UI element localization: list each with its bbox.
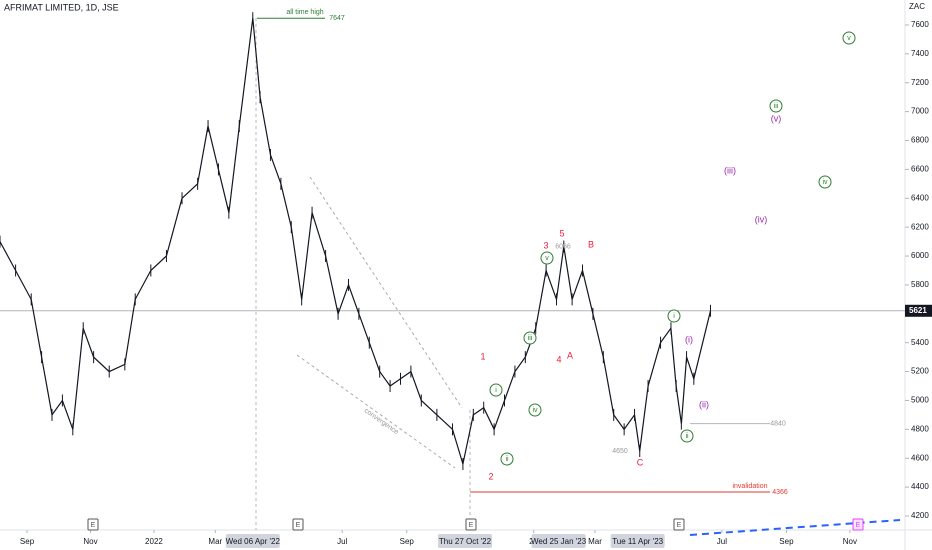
event-marker <box>673 518 685 531</box>
x-tick-label: Sep <box>20 537 35 546</box>
y-tick-label: 5000 <box>911 396 929 405</box>
currency-label: ZAC <box>909 2 925 11</box>
event-label: E <box>296 522 301 529</box>
price-note: 6066 <box>555 243 571 250</box>
y-tick-label: 4600 <box>911 453 929 462</box>
y-tick-label: 5400 <box>911 338 929 347</box>
wave-label: iv <box>822 179 828 186</box>
y-tick-label: 6000 <box>911 251 929 260</box>
y-tick-label: 6800 <box>911 136 929 145</box>
x-tick-label: Mar <box>588 537 602 546</box>
wave-label: ii <box>685 433 689 440</box>
y-tick-label: 6400 <box>911 193 929 202</box>
event-label: E <box>91 522 96 529</box>
x-tick-highlight <box>437 534 492 548</box>
wave-label: A <box>567 350 573 360</box>
wave-label: B <box>588 239 594 249</box>
wave-circle <box>818 175 832 189</box>
y-tick-label: 6200 <box>911 222 929 231</box>
x-tick-label: Thu 27 Oct '22 <box>439 537 492 546</box>
level-label: invalidation <box>732 483 767 490</box>
x-tick-label: Nov <box>83 537 97 546</box>
wave-circle <box>842 31 856 45</box>
wave-label: (i) <box>685 334 693 344</box>
wave-label: (ii) <box>699 399 709 409</box>
level-value: 7647 <box>329 15 345 22</box>
event-marker <box>292 518 304 531</box>
wave-circle <box>528 403 542 417</box>
wave-circle <box>500 452 514 466</box>
current-price-box <box>905 304 932 317</box>
x-tick-label: Tue 11 Apr '23 <box>612 537 663 546</box>
x-tick-highlight <box>610 534 665 548</box>
y-tick-label: 7200 <box>911 78 929 87</box>
level-label: all time high <box>286 9 323 16</box>
wave-label: iii <box>774 103 779 110</box>
level-value: 4366 <box>772 489 788 496</box>
wave-circle <box>680 429 694 443</box>
y-tick-label: 5800 <box>911 280 929 289</box>
wave-circle <box>523 331 537 345</box>
chart-title: AFRIMAT LIMITED, 1D, JSE <box>4 2 119 12</box>
wave-label: (iv) <box>755 214 768 224</box>
y-tick-label: 4400 <box>911 482 929 491</box>
wave-label: v <box>847 35 851 42</box>
y-tick-label: 5200 <box>911 367 929 376</box>
wave-label: v <box>545 255 549 262</box>
wave-label: 5 <box>559 228 564 238</box>
y-tick-label: 7000 <box>911 107 929 116</box>
wave-label: (iii) <box>724 165 736 175</box>
wave-circle <box>540 251 554 265</box>
x-tick-label: Mar <box>208 537 222 546</box>
wave-label: iv <box>532 407 538 414</box>
y-tick-label: 7400 <box>911 49 929 58</box>
x-tick-label: Nov <box>843 537 857 546</box>
y-tick-label: 7600 <box>911 20 929 29</box>
event-marker <box>852 518 864 531</box>
wave-label: iii <box>528 335 533 342</box>
wave-label: i <box>673 313 675 320</box>
x-tick-highlight <box>531 534 586 548</box>
price-note: 4840 <box>770 420 786 427</box>
wave-label: 2 <box>488 471 493 481</box>
trend-line <box>309 176 463 409</box>
wave-label: (v) <box>771 113 782 123</box>
x-tick-label: Sep <box>779 537 794 546</box>
y-tick-label: 6600 <box>911 165 929 174</box>
wave-circle <box>667 309 681 323</box>
wave-label: 3 <box>543 240 548 250</box>
x-tick-highlight <box>225 534 280 548</box>
wave-circle <box>769 99 783 113</box>
trend-line <box>296 354 456 469</box>
price-line <box>0 18 712 465</box>
y-tick-label: 4200 <box>911 511 929 520</box>
event-marker <box>87 518 99 531</box>
wave-circle <box>489 383 503 397</box>
event-label: E <box>677 522 682 529</box>
x-tick-label: Wed 25 Jan '23 <box>531 537 587 546</box>
event-label: E <box>856 522 861 529</box>
x-tick-label: Jul <box>717 537 727 546</box>
x-tick-label: Jul <box>337 537 347 546</box>
event-label: E <box>469 522 474 529</box>
price-note: 4650 <box>612 448 628 455</box>
wave-label: i <box>495 387 497 394</box>
wave-label: 4 <box>556 354 561 364</box>
x-tick-label: Sep <box>400 537 415 546</box>
wave-label: ii <box>505 456 509 463</box>
y-tick-label: 4800 <box>911 424 929 433</box>
wave-label: 1 <box>480 351 485 361</box>
event-marker <box>465 518 477 531</box>
x-tick-label: Wed 06 Apr '22 <box>226 537 281 546</box>
x-tick-label: 2022 <box>145 537 163 546</box>
current-price-label: 5621 <box>909 306 927 315</box>
wave-label: C <box>637 457 644 467</box>
